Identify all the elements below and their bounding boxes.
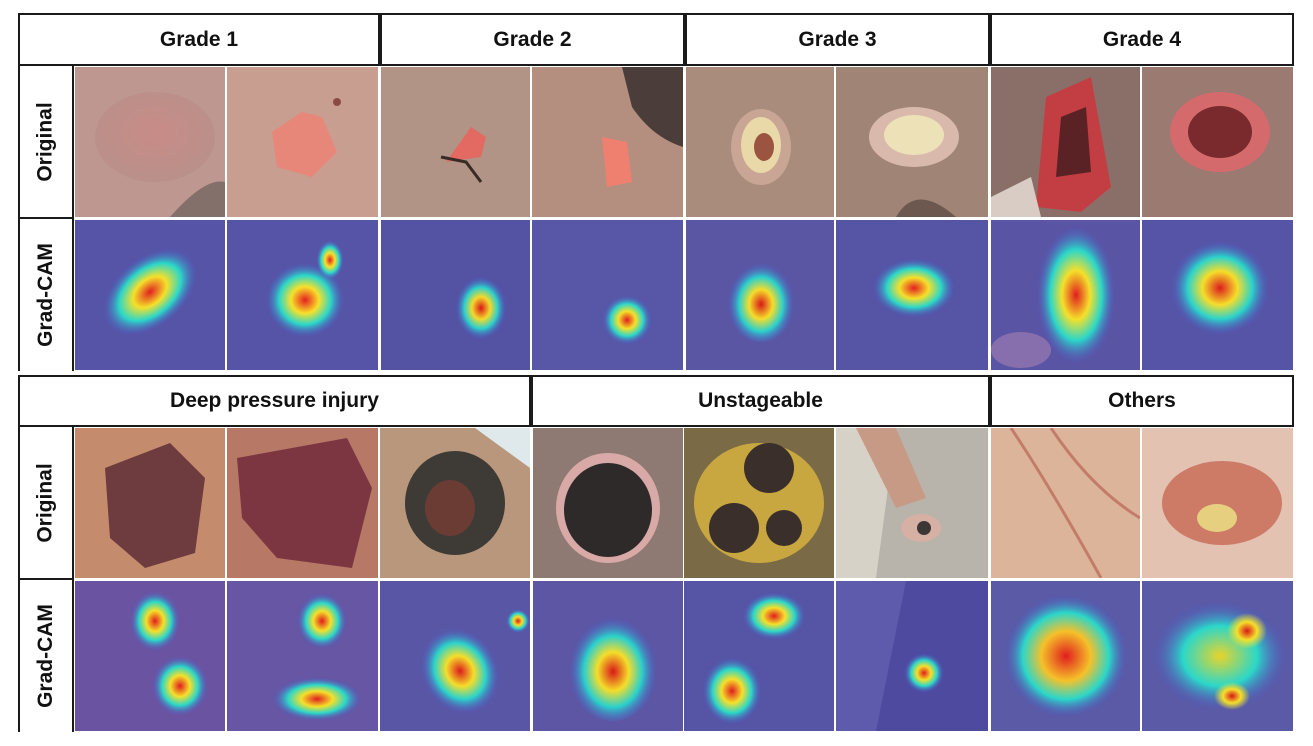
gradcam-deep-a (75, 581, 225, 731)
photo-grade2-a (381, 67, 530, 217)
photo-grade4-b (1142, 67, 1293, 217)
header-grade-4: Grade 4 (990, 13, 1294, 66)
photo-grade2-b (532, 67, 683, 217)
photo-grade1-b (227, 67, 378, 217)
gradcam-others-b (1142, 581, 1293, 731)
header-grade-2: Grade 2 (380, 13, 685, 66)
photo-deep-c (380, 428, 530, 578)
header-deep-pressure-injury: Deep pressure injury (18, 375, 531, 427)
header-others: Others (990, 375, 1294, 427)
gradcam-grade2-b (532, 220, 683, 370)
photo-grade1-a (75, 67, 225, 217)
row-divider (18, 217, 74, 219)
gradcam-unstageable-a (533, 581, 683, 731)
row-label-text: Original (34, 463, 58, 543)
row-divider (18, 578, 74, 580)
header-grade-1: Grade 1 (18, 13, 380, 66)
gradcam-unstageable-c (836, 581, 988, 731)
photo-grade3-a (686, 67, 834, 217)
gradcam-grade1-a (75, 220, 225, 370)
photo-unstageable-a (533, 428, 683, 578)
row-label-original-1: Original (18, 66, 74, 218)
photo-grade3-b (836, 67, 988, 217)
photo-deep-a (75, 428, 225, 578)
gradcam-grade4-b (1142, 220, 1293, 370)
row-label-gradcam-2: Grad-CAM (18, 580, 74, 732)
photo-deep-b (227, 428, 378, 578)
row-label-original-2: Original (18, 427, 74, 579)
gradcam-grade4-a (991, 220, 1140, 370)
photo-unstageable-b (684, 428, 834, 578)
photo-others-b (1142, 428, 1293, 578)
photo-unstageable-c (836, 428, 988, 578)
gradcam-others-a (991, 581, 1140, 731)
row-label-text: Original (34, 102, 58, 182)
photo-others-a (991, 428, 1140, 578)
row-label-text: Grad-CAM (34, 604, 57, 708)
row-label-text: Grad-CAM (34, 243, 57, 347)
photo-grade4-a (991, 67, 1140, 217)
gradcam-deep-b (227, 581, 378, 731)
gradcam-deep-c (380, 581, 530, 731)
gradcam-grade2-a (381, 220, 530, 370)
gradcam-grade3-b (836, 220, 988, 370)
header-grade-3: Grade 3 (685, 13, 990, 66)
gradcam-grade3-a (686, 220, 834, 370)
header-unstageable: Unstageable (531, 375, 990, 427)
row-label-gradcam-1: Grad-CAM (18, 219, 74, 371)
gradcam-grade1-b (227, 220, 378, 370)
gradcam-unstageable-b (684, 581, 834, 731)
